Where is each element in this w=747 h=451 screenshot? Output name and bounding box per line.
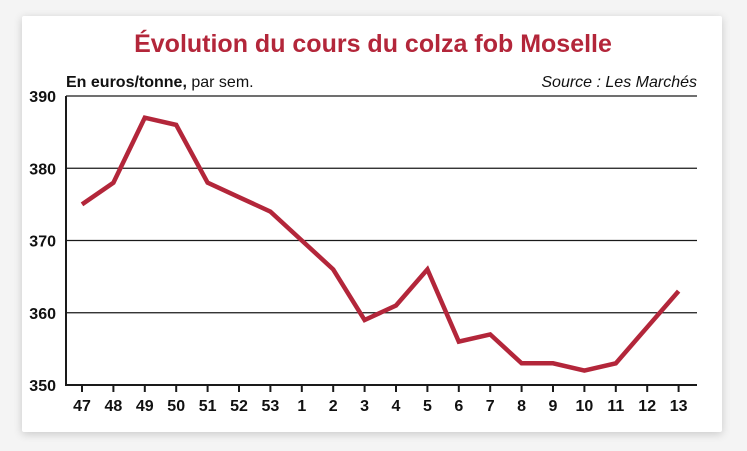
x-tick-label: 6 — [454, 398, 463, 415]
x-tick-label: 1 — [297, 398, 306, 415]
y-tick-label: 390 — [29, 89, 56, 106]
x-tick-label: 3 — [360, 398, 369, 415]
x-tick-label: 48 — [105, 398, 123, 415]
y-axis-unit-rest: par sem. — [187, 74, 254, 91]
source-label: Source : Les Marchés — [541, 74, 697, 91]
x-tick-label: 53 — [262, 398, 280, 415]
x-tick-label: 47 — [73, 398, 91, 415]
x-tick-label: 5 — [423, 398, 432, 415]
y-axis-unit-label: En euros/tonne, par sem. — [66, 74, 254, 91]
x-tick-label: 7 — [486, 398, 495, 415]
series-line — [80, 115, 681, 373]
grid-lines — [66, 95, 697, 314]
chart-card — [22, 16, 722, 432]
y-axis-unit-bold: En euros/tonne, — [66, 74, 187, 91]
y-tick-label: 380 — [29, 161, 56, 178]
x-tick-label: 10 — [576, 398, 594, 415]
x-tick-label: 51 — [199, 398, 217, 415]
y-tick-label: 370 — [29, 234, 56, 251]
x-tick-label: 9 — [549, 398, 558, 415]
x-tick-labels: 47 48 49 50 51 52 53 1 2 3 4 5 6 7 8 9 10 11 12 13 — [73, 385, 688, 415]
y-tick-labels: 350 360 370 380 390 — [29, 89, 56, 395]
x-tick-label: 49 — [136, 398, 154, 415]
x-tick-label: 2 — [329, 398, 338, 415]
x-tick-label: 8 — [517, 398, 526, 415]
y-tick-label: 360 — [29, 306, 56, 323]
series-layer — [80, 115, 681, 373]
x-tick-label: 12 — [638, 398, 656, 415]
x-tick-label: 52 — [230, 398, 248, 415]
x-tick-label: 13 — [670, 398, 688, 415]
x-tick-label: 50 — [167, 398, 185, 415]
chart-title: Évolution du cours du colza fob Moselle — [134, 29, 612, 58]
y-tick-label: 350 — [29, 378, 56, 395]
x-tick-label: 11 — [607, 398, 624, 415]
x-tick-label: 4 — [392, 398, 401, 415]
